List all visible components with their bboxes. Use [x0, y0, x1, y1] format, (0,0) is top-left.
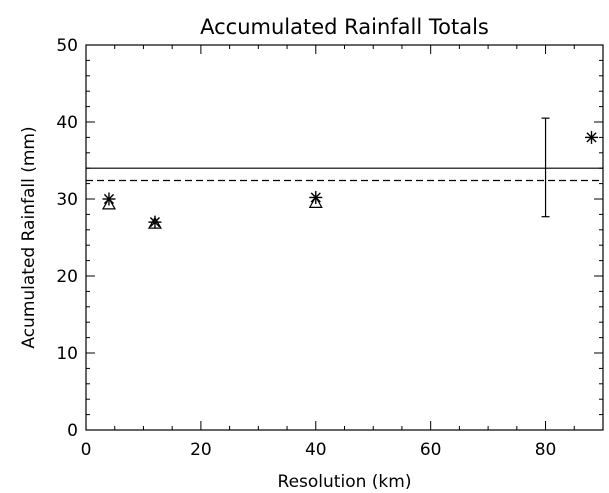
error-bars	[541, 117, 550, 218]
chart-title: Accumulated Rainfall Totals	[200, 15, 489, 39]
x-axis-ticks: 0 20 40 60 80	[81, 45, 604, 460]
y-axis-label: Acumulated Rainfall (mm)	[19, 126, 39, 348]
asterisk-stroke	[149, 217, 161, 228]
data-points	[101, 130, 599, 229]
asterisk-stroke	[586, 132, 597, 143]
y-tick-label: 10	[56, 344, 78, 364]
x-tick-label: 60	[420, 440, 442, 460]
y-axis-ticks: 0 10 20 30 40 50	[56, 36, 603, 441]
y-tick-label: 40	[56, 113, 78, 133]
x-tick-label: 80	[535, 440, 557, 460]
asterisk-marker	[585, 130, 599, 144]
triangle-marker	[101, 197, 117, 210]
x-tick-label: 0	[81, 440, 92, 460]
plot-area: 0 20 40 60 80 0 10 20 30 40 50	[56, 36, 604, 460]
x-axis-label: Resolution (km)	[278, 472, 412, 492]
triangle-marker	[147, 216, 162, 229]
y-tick-label: 30	[56, 190, 78, 210]
triangle-marker	[308, 195, 323, 208]
asterisk-marker	[148, 215, 162, 229]
y-tick-label: 0	[67, 421, 78, 441]
plot-frame	[85, 44, 604, 431]
x-tick-label: 40	[305, 440, 327, 460]
y-tick-label: 50	[56, 36, 78, 56]
y-tick-label: 20	[56, 267, 78, 287]
x-tick-label: 20	[190, 440, 212, 460]
reference-lines	[86, 167, 603, 182]
